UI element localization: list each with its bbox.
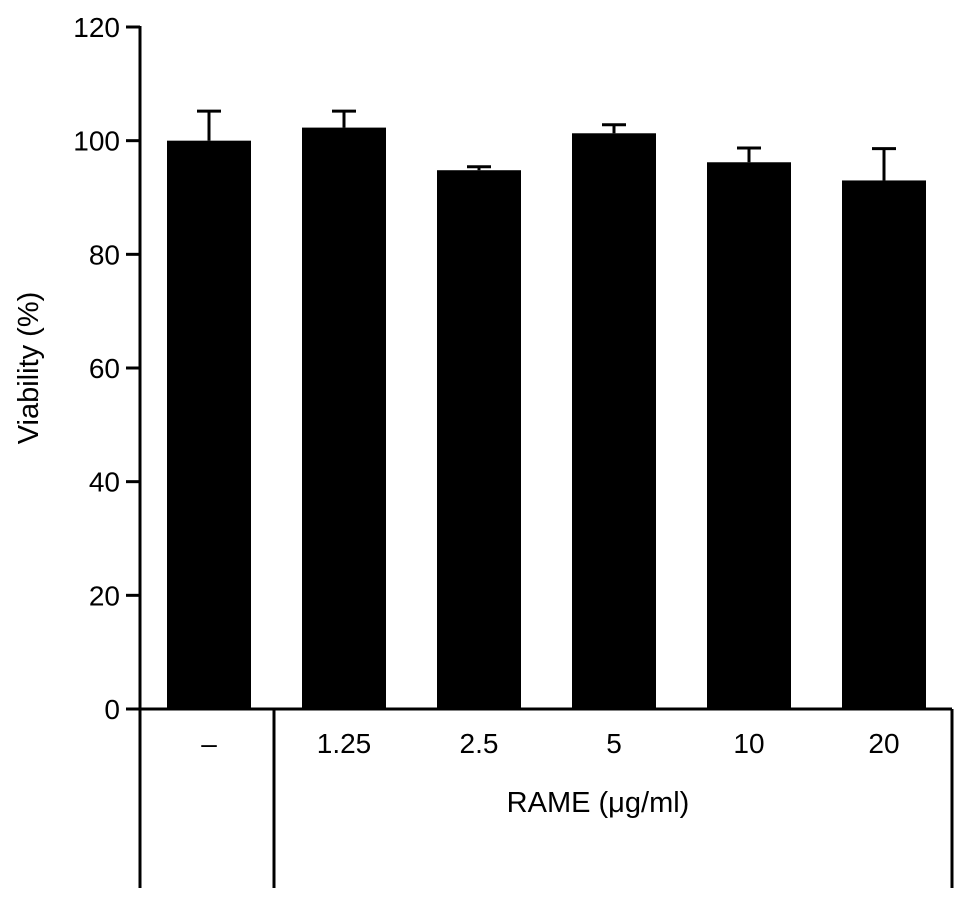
bars xyxy=(167,127,926,710)
error-bars xyxy=(197,109,896,181)
y-tick-label: 20 xyxy=(89,580,120,611)
x-category-label: 1.25 xyxy=(317,728,372,759)
x-axis-title: RAME (μg/ml) xyxy=(507,787,690,819)
y-tick-label: 0 xyxy=(104,694,120,725)
y-tick-label: 60 xyxy=(89,353,120,384)
bar xyxy=(572,133,656,710)
y-tick-label: 120 xyxy=(73,12,120,43)
y-tick-label: 40 xyxy=(89,467,120,498)
y-tick-label: 80 xyxy=(89,239,120,270)
x-category-label: 5 xyxy=(606,728,622,759)
labels: Viability (%) RAME (μg/ml) 0 20 40 60 80 100 1… xyxy=(13,12,900,819)
x-category-label: – xyxy=(201,728,217,759)
x-category-label: 2.5 xyxy=(460,728,499,759)
bar xyxy=(707,162,791,710)
bar xyxy=(302,127,386,710)
bar xyxy=(437,170,521,710)
bar xyxy=(167,140,251,709)
axes xyxy=(126,25,954,888)
y-tick-label: 100 xyxy=(73,126,120,157)
x-category-label: 20 xyxy=(868,728,899,759)
x-category-label: 10 xyxy=(733,728,764,759)
y-axis-title: Viability (%) xyxy=(13,292,45,445)
bar xyxy=(842,180,926,709)
